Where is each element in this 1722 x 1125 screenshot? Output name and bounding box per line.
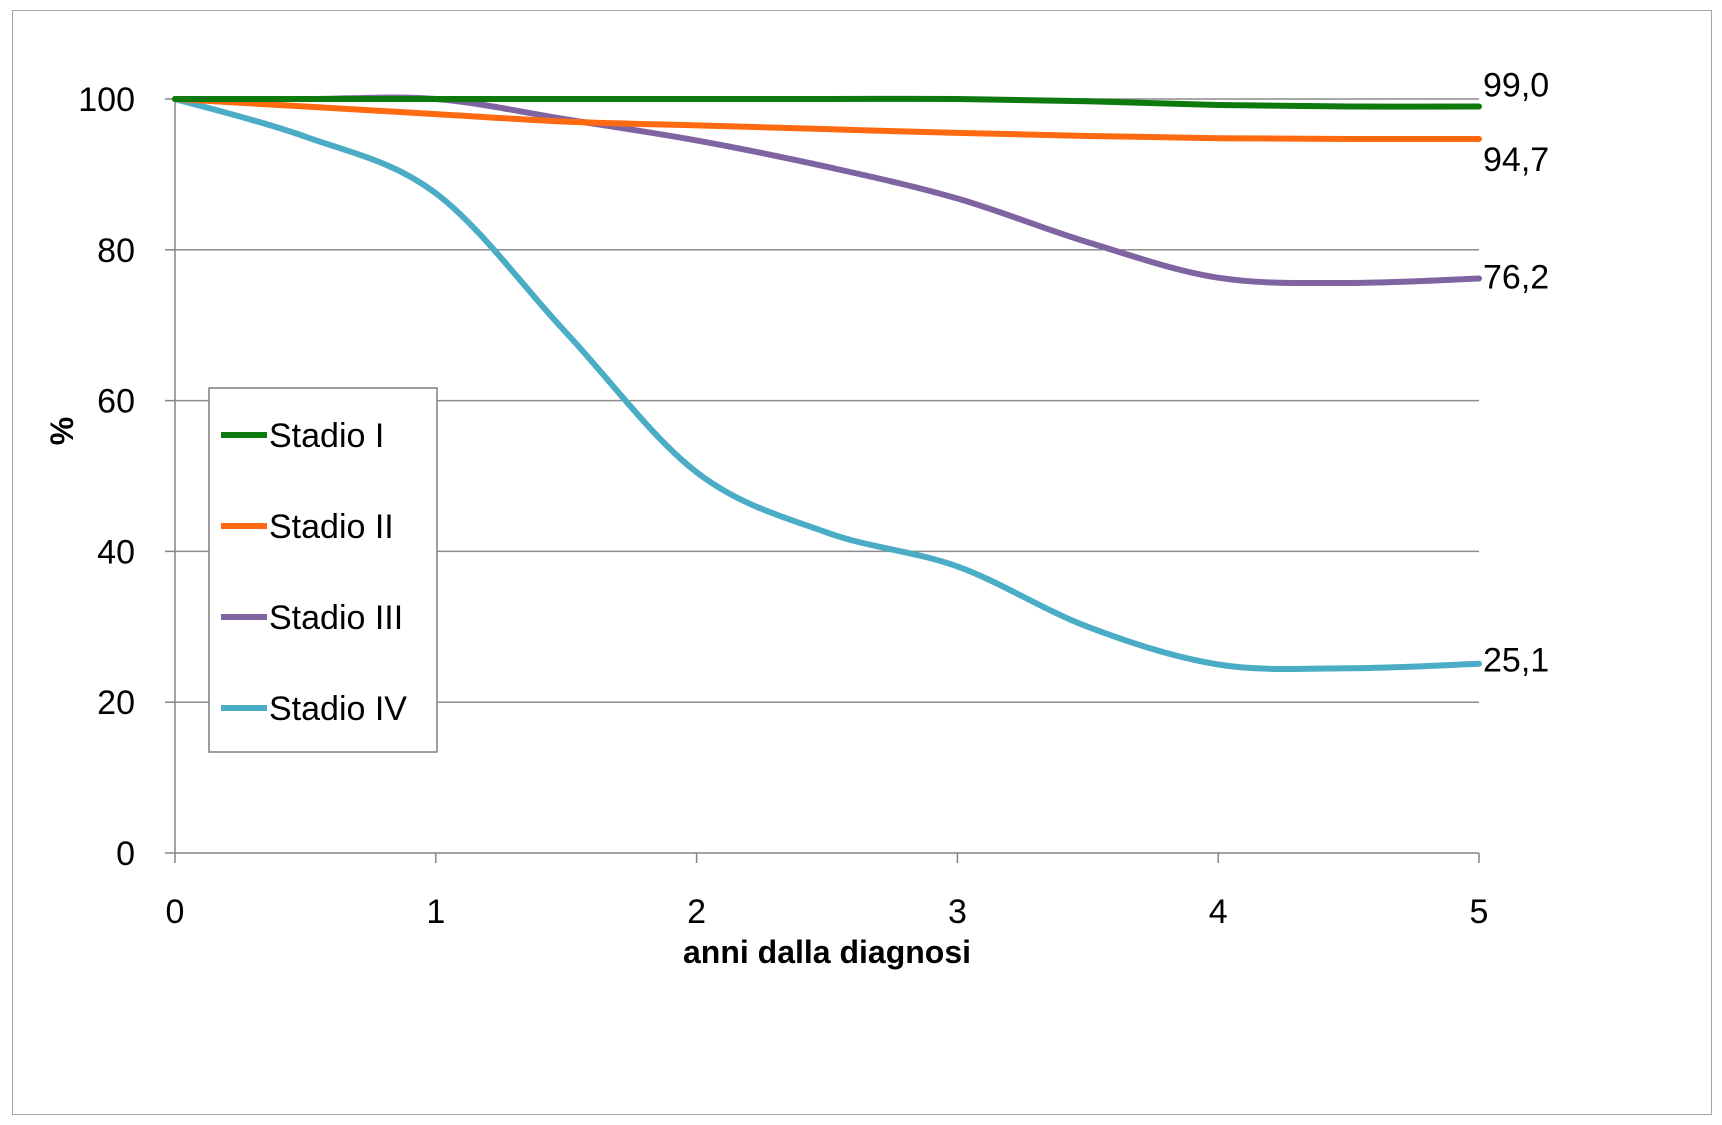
y-tick-label: 100	[78, 81, 135, 119]
series-line-stadio-iii	[172, 94, 1482, 287]
x-tick-label: 2	[687, 893, 706, 931]
x-tick-label: 3	[948, 893, 967, 931]
y-tick-label: 80	[97, 232, 135, 270]
series-line-stadio-iv	[172, 96, 1482, 673]
series-line-stadio-i	[172, 95, 1482, 110]
end-value-label-stadio-ii: 94,7	[1483, 141, 1549, 179]
end-value-label-stadio-iii: 76,2	[1483, 258, 1549, 296]
survival-line-chart: 0 20 40 60 80 100 0 1 2 3 4 5 anni dalla diagnosi% 99…	[44, 67, 1549, 970]
legend-entry-label: Stadio I	[269, 417, 384, 455]
end-value-label-stadio-iv: 25,1	[1483, 642, 1549, 680]
x-tick-label: 1	[426, 893, 445, 931]
chart-container: 0 20 40 60 80 100 0 1 2 3 4 5 anni dalla diagnosi% 99…	[12, 10, 1712, 1115]
y-tick-label: 20	[97, 684, 135, 722]
x-tick-label: 4	[1209, 893, 1228, 931]
legend-box	[208, 387, 438, 753]
y-tick-label: 60	[97, 383, 135, 421]
legend-entry-label: Stadio III	[269, 599, 403, 637]
x-tick-label: 0	[166, 893, 185, 931]
y-tick-label: 40	[97, 533, 135, 571]
y-axis-title: %	[44, 417, 80, 445]
x-axis-title: anni dalla diagnosi	[683, 934, 971, 970]
end-value-label-stadio-i: 99,0	[1483, 67, 1549, 105]
series-line-stadio-ii	[172, 96, 1482, 143]
legend-entry-label: Stadio II	[269, 508, 394, 546]
x-tick-label: 5	[1470, 893, 1489, 931]
y-tick-label: 0	[116, 835, 135, 873]
legend-entry-label: Stadio IV	[269, 690, 407, 728]
